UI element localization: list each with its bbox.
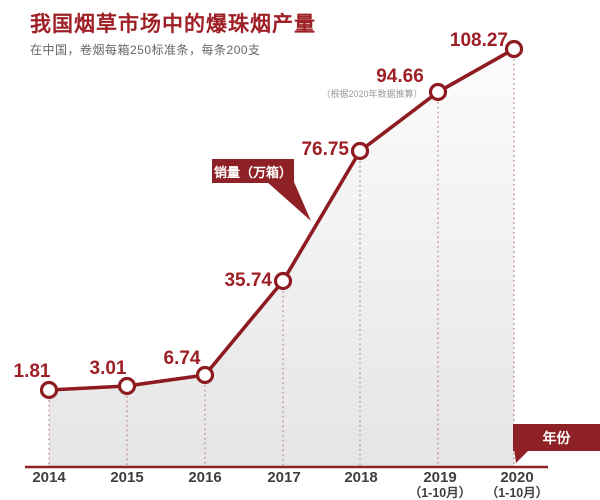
area-fill	[49, 49, 514, 467]
x-tick-subperiod: （1-10月）	[485, 486, 549, 500]
x-tick-2019: 2019 （1-10月）	[408, 470, 472, 500]
x-tick-year: 2018	[344, 469, 378, 486]
series-callout: 销量（万箱）	[212, 159, 294, 183]
point-marker-2019	[428, 82, 448, 102]
value-label-2014: 1.81	[13, 361, 51, 382]
series-callout-tail	[266, 175, 311, 221]
value-label-2015: 3.01	[89, 358, 127, 379]
x-tick-year: 2020	[500, 469, 534, 486]
point-marker-2015	[117, 376, 137, 396]
point-marker-2018	[350, 141, 370, 161]
value-label-2017: 35.74	[224, 270, 272, 291]
point-marker-2014	[39, 380, 59, 400]
x-tick-2016: 2016	[173, 470, 237, 485]
x-tick-year: 2016	[188, 469, 222, 486]
subtitle: 在中国，卷烟每箱250标准条，每条200支	[30, 43, 261, 57]
x-tick-year: 2017	[267, 469, 301, 486]
xaxis-callout: 年份	[513, 424, 600, 451]
x-tick-year: 2014	[32, 469, 66, 486]
x-tick-subperiod: （1-10月）	[408, 486, 472, 500]
x-tick-year: 2019	[423, 469, 457, 486]
point-marker-2020	[504, 39, 524, 59]
xaxis-callout-tail	[514, 448, 531, 463]
page-title: 我国烟草市场中的爆珠烟产量	[30, 13, 316, 36]
x-tick-year: 2015	[110, 469, 144, 486]
x-tick-2015: 2015	[95, 470, 159, 485]
x-tick-2017: 2017	[252, 470, 316, 485]
x-tick-2020: 2020 （1-10月）	[485, 470, 549, 500]
value-label-2018: 76.75	[301, 139, 349, 160]
x-tick-2014: 2014	[17, 470, 81, 485]
point-marker-2016	[195, 365, 215, 385]
value-label-2016: 6.74	[163, 348, 201, 369]
value-label-2020: 108.27	[449, 30, 508, 51]
point-marker-2017	[273, 271, 293, 291]
estimation-note: （根据2020年数据推算）	[321, 89, 423, 99]
x-tick-2018: 2018	[329, 470, 393, 485]
value-label-2019: 94.66	[376, 66, 424, 87]
